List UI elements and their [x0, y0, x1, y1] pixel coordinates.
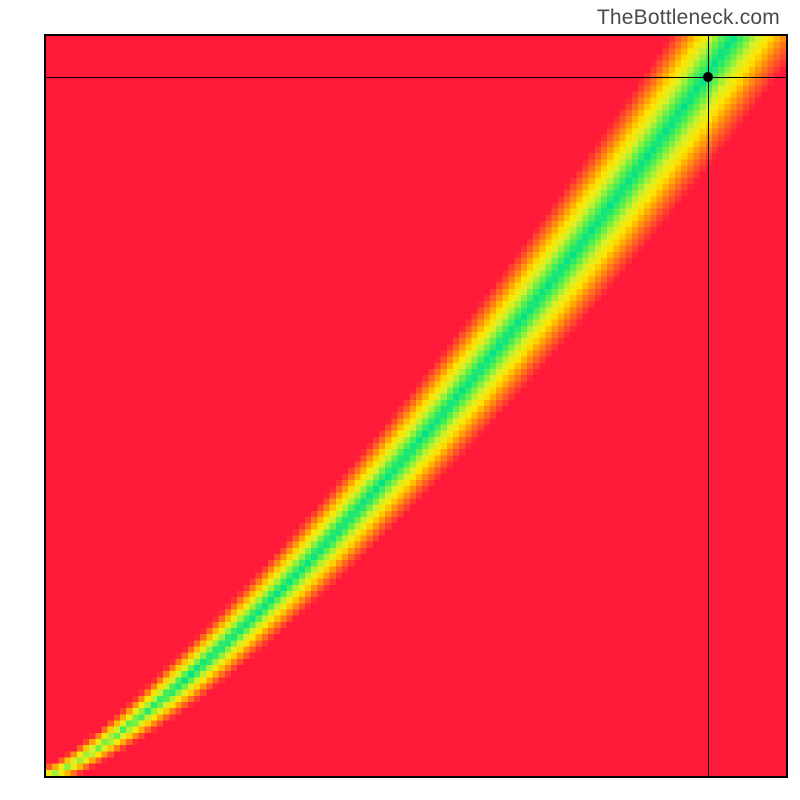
watermark-text: TheBottleneck.com: [597, 6, 780, 30]
crosshair-dot: [703, 72, 713, 82]
chart-container: TheBottleneck.com: [0, 0, 800, 800]
plot-area: [44, 34, 788, 778]
crosshair-horizontal-line: [46, 77, 786, 78]
heatmap-canvas: [46, 36, 786, 776]
crosshair-vertical-line: [708, 36, 709, 776]
